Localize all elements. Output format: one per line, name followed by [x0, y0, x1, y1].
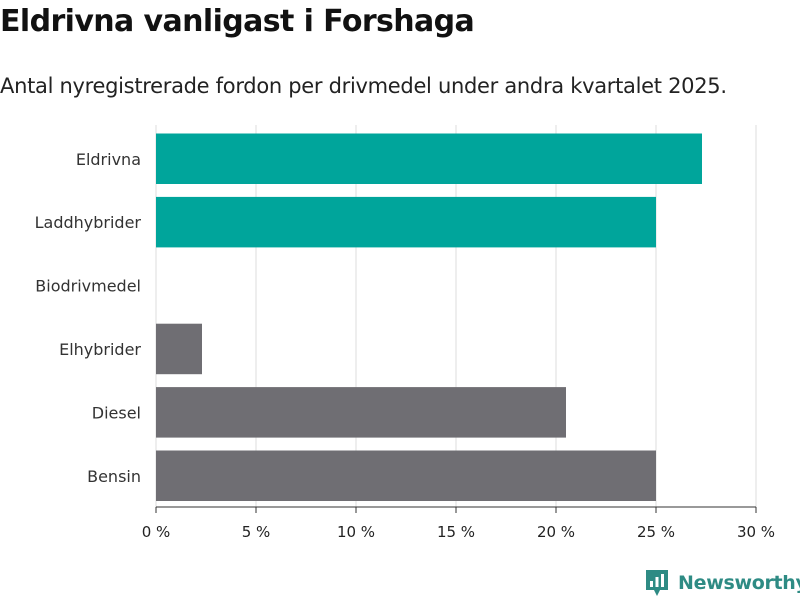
newsworthy-chart-icon [646, 570, 668, 596]
x-tick-label: 25 % [637, 523, 675, 541]
chart-title: Eldrivna vanligast i Forshaga [0, 4, 475, 39]
category-label: Bensin [87, 467, 141, 486]
newsworthy-logo: Newsworthy [644, 568, 800, 598]
x-tick-label: 30 % [737, 523, 775, 541]
category-label: Elhybrider [59, 340, 141, 359]
x-tick-label: 0 % [142, 523, 171, 541]
logo-text: Newsworthy [678, 572, 800, 594]
bar-bensin [156, 450, 656, 501]
category-label: Eldrivna [76, 150, 141, 169]
x-tick-label: 5 % [242, 523, 271, 541]
category-label: Biodrivmedel [35, 277, 141, 296]
bar-elhybrider [156, 323, 202, 375]
bar-laddhybrider [156, 196, 656, 248]
bar-diesel [156, 387, 566, 438]
category-label: Laddhybrider [35, 213, 142, 232]
x-tick-label: 10 % [337, 523, 375, 541]
x-tick-label: 15 % [437, 523, 475, 541]
bar-eldrivna [156, 133, 702, 184]
x-tick-label: 20 % [537, 523, 575, 541]
chart-subtitle: Antal nyregistrerade fordon per drivmede… [0, 74, 727, 98]
category-label: Diesel [92, 403, 141, 422]
